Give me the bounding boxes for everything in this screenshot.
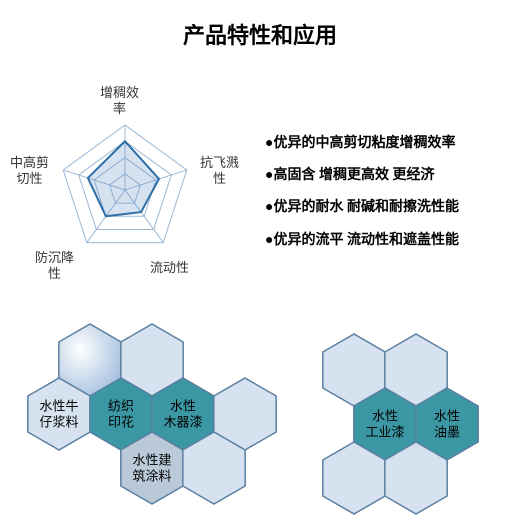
radar-axis-label: 增稠效 率: [100, 85, 139, 116]
radar-axis-label: 防沉降 性: [35, 250, 74, 281]
hex-label: 水性 木器漆: [153, 398, 213, 429]
feature-item: ●优异的流平 流动性和遮盖性能: [265, 232, 515, 250]
hex-label: 纺织 印花: [91, 398, 151, 429]
page-title: 产品特性和应用: [0, 0, 520, 50]
hex-diagram: 水性牛 仔浆料纺织 印花水性 木器漆水性建 筑涂料 水性 工业漆水性 油墨: [0, 310, 520, 520]
radar-axis-label: 中高剪 切性: [10, 155, 49, 186]
radar-axis-label: 流动性: [150, 260, 189, 276]
feature-list: ●优异的中高剪切粘度增稠效率 ●高固含 增稠更高效 更经济 ●优异的耐水 耐碱和耐擦…: [265, 135, 515, 264]
feature-item: ●优异的中高剪切粘度增稠效率: [265, 135, 515, 153]
feature-item: ●优异的耐水 耐碱和耐擦洗性能: [265, 199, 515, 217]
hex-label: 水性 工业漆: [355, 408, 415, 439]
hex-label: 水性建 筑涂料: [122, 452, 182, 483]
feature-item: ●高固含 增稠更高效 更经济: [265, 167, 515, 185]
hex-label: 水性 油墨: [417, 408, 477, 439]
radar-axis-label: 抗飞溅 性: [200, 155, 239, 186]
hex-label: 水性牛 仔浆料: [29, 398, 89, 429]
radar-chart: 增稠效 率抗飞溅 性流动性 防沉降 性 中高剪 切性: [10, 85, 240, 285]
